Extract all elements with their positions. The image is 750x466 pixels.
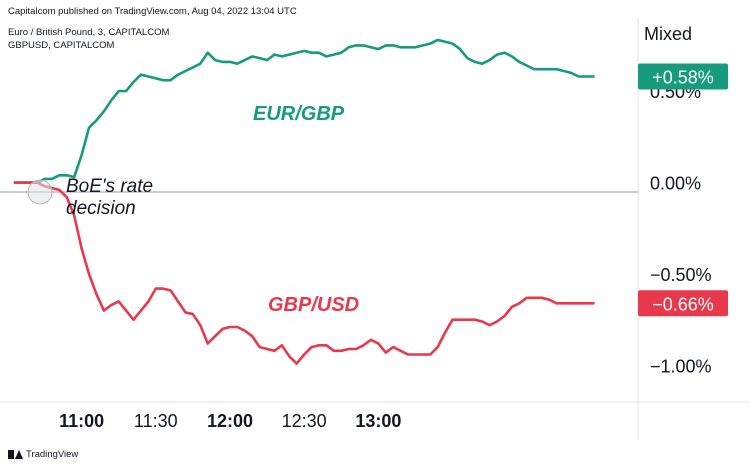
last-value-badge-eurgbp bbox=[638, 63, 728, 90]
y-tick-label: −1.00% bbox=[650, 356, 712, 376]
y-tick-label: −0.50% bbox=[650, 265, 712, 285]
tradingview-brand-text: TradingView bbox=[26, 449, 79, 460]
tradingview-logo-icon bbox=[8, 450, 23, 459]
x-tick-label: 11:30 bbox=[134, 411, 178, 431]
last-value-label-gbpusd: −0.66% bbox=[652, 294, 714, 314]
y-tick-label: 0.00% bbox=[650, 174, 701, 194]
x-tick-label: 13:00 bbox=[355, 411, 401, 431]
last-value-label-eurgbp: +0.58% bbox=[652, 68, 714, 88]
series-line-gbpusd[interactable] bbox=[13, 181, 595, 365]
annotation-line2: decision bbox=[66, 198, 136, 219]
last-value-badge-gbpusd bbox=[638, 290, 728, 317]
x-tick-label: 11:00 bbox=[59, 411, 104, 431]
chart-legend: Euro / British Pound, 3, CAPITALCOM GBPU… bbox=[8, 26, 169, 52]
tradingview-brand[interactable]: TradingView bbox=[8, 449, 78, 460]
x-tick-label: 12:30 bbox=[282, 411, 327, 431]
series-label-eurgbp: EUR/GBP bbox=[253, 103, 345, 125]
series-line-eurgbp[interactable] bbox=[13, 38, 595, 184]
annotation-line1: BoE's rate bbox=[66, 176, 153, 197]
event-marker[interactable] bbox=[27, 179, 53, 205]
series-label-gbpusd: GBP/USD bbox=[268, 294, 359, 316]
legend-symbol-eurgbp[interactable]: Euro / British Pound, 3, CAPITALCOM bbox=[8, 27, 170, 38]
publisher-line: Capitalcom published on TradingView.com,… bbox=[8, 6, 297, 17]
x-tick-label: 12:00 bbox=[207, 411, 253, 431]
scale-mode-label[interactable]: Mixed bbox=[644, 24, 692, 44]
legend-symbol-gbpusd[interactable]: GBPUSD, CAPITALCOM bbox=[8, 40, 115, 51]
